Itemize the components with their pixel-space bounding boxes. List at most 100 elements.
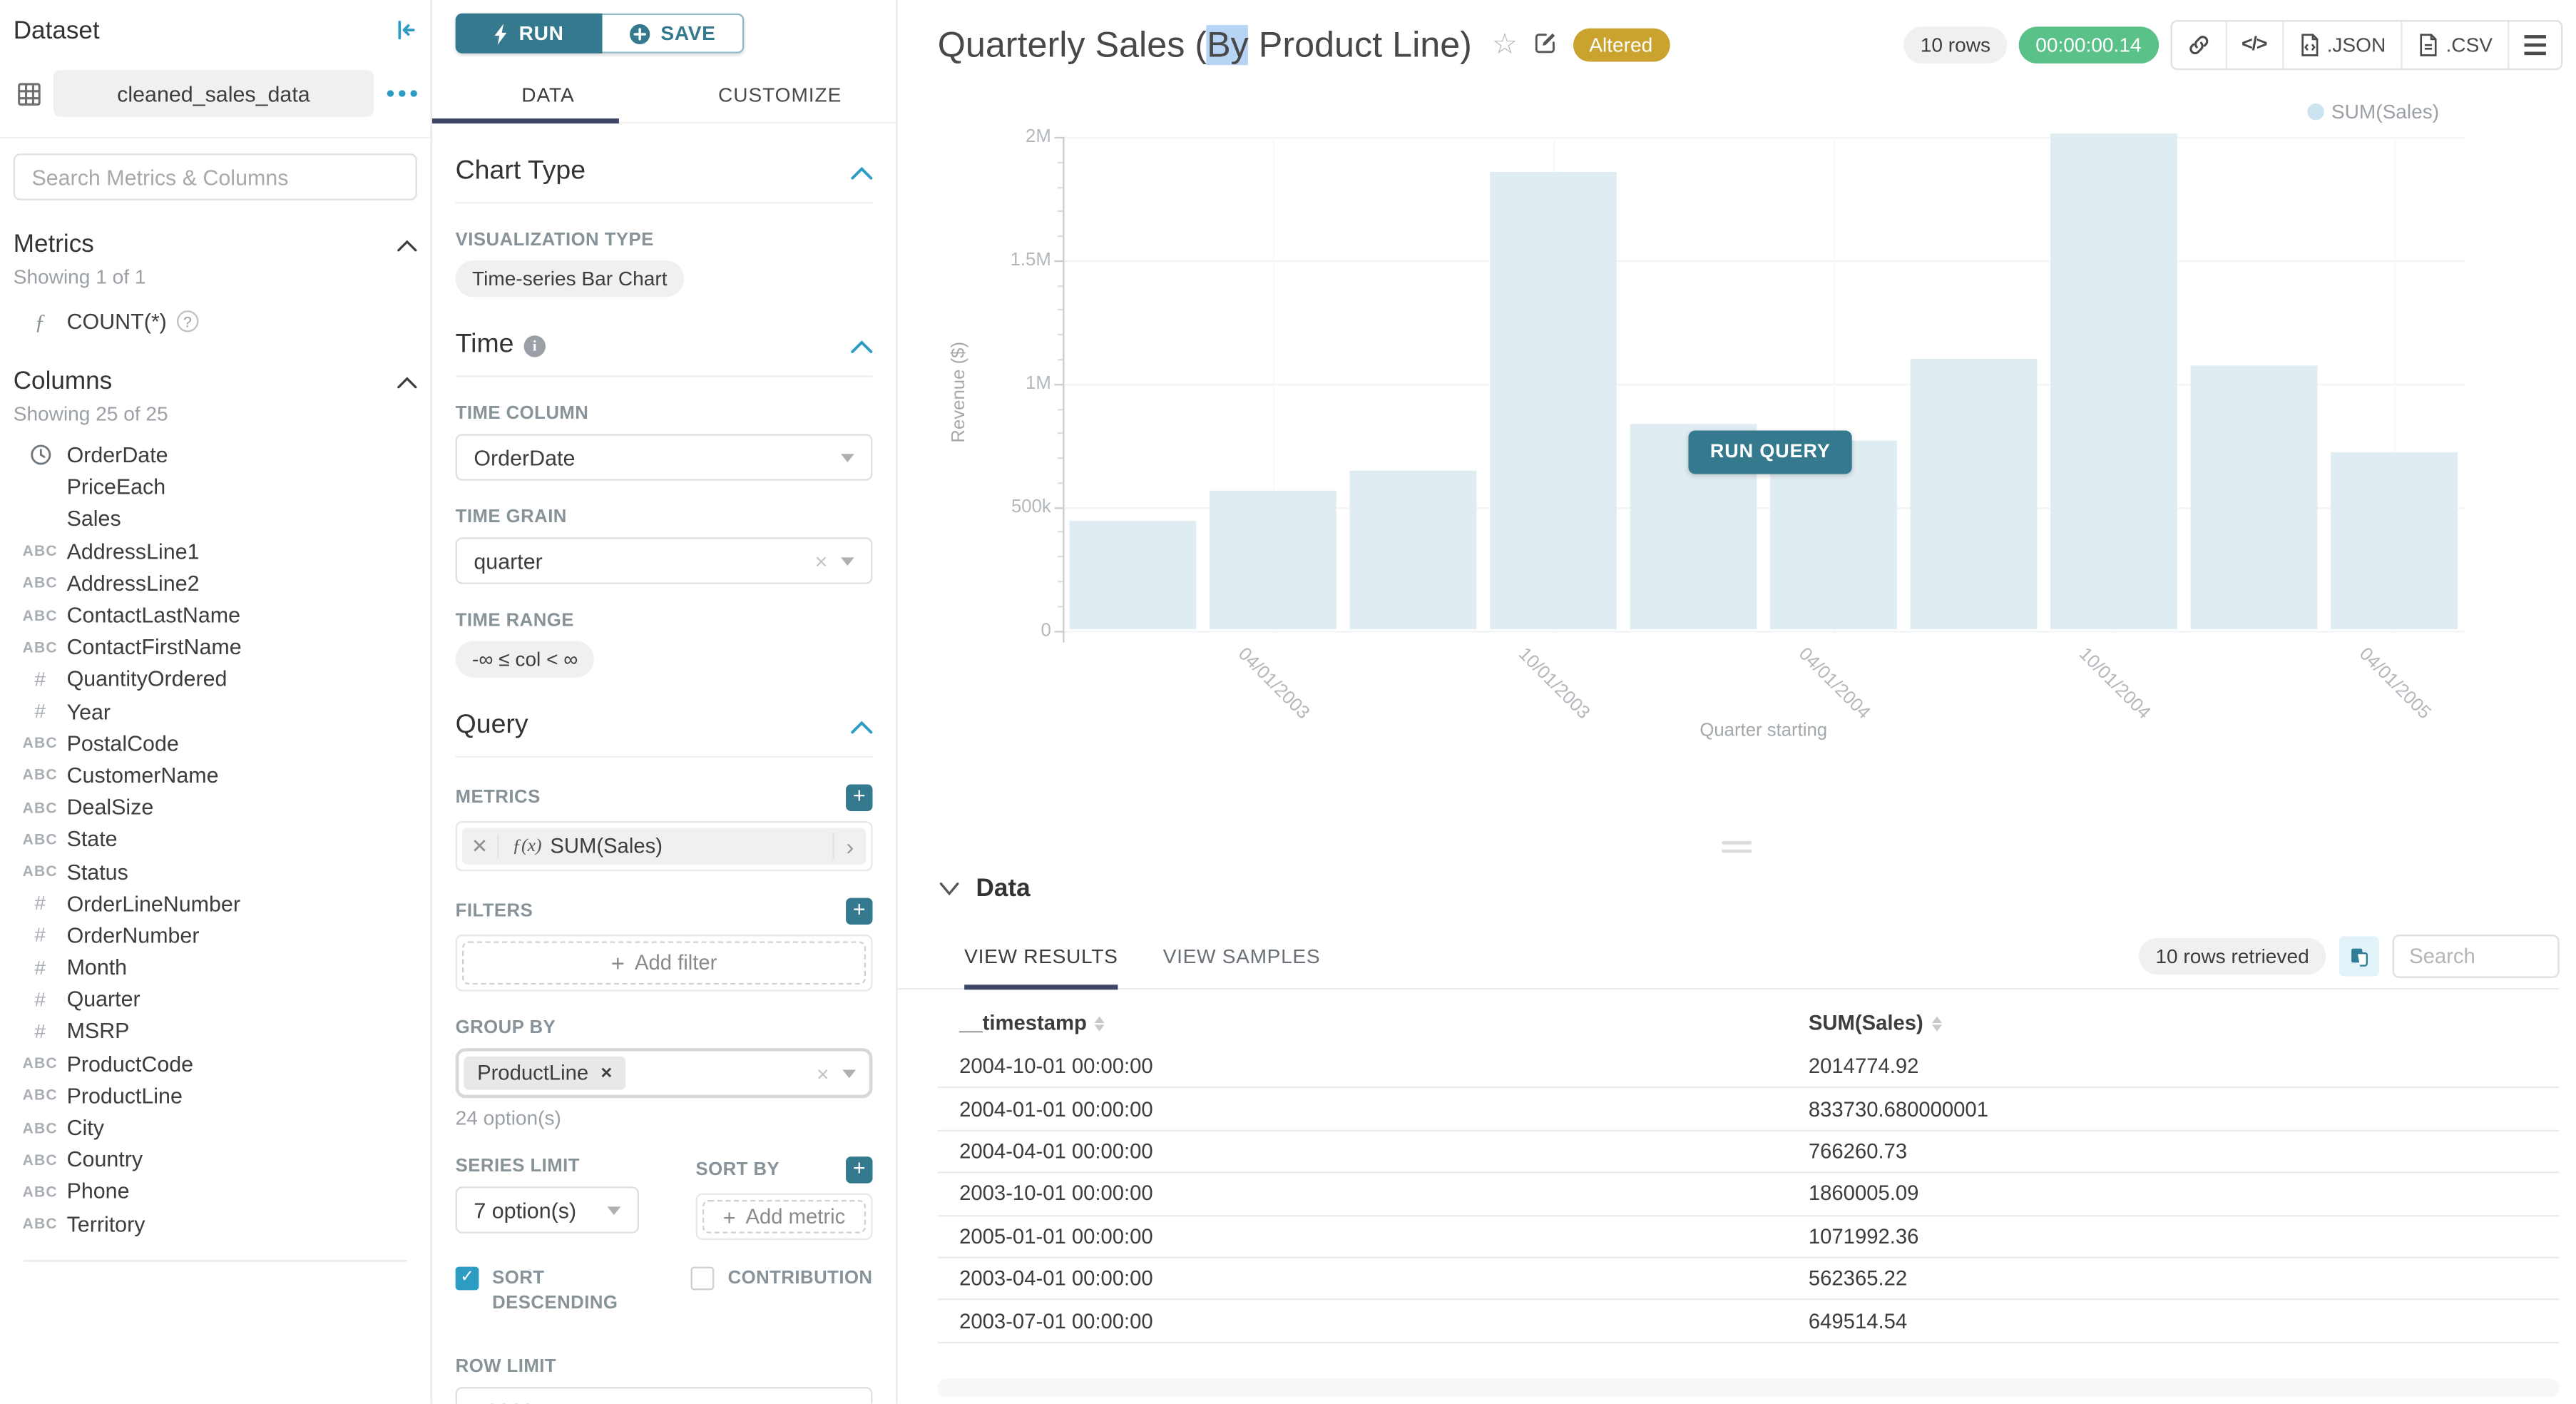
column-item[interactable]: ABC PostalCode — [14, 727, 417, 759]
run-query-button[interactable]: RUN QUERY — [1688, 430, 1853, 474]
chevron-up-icon[interactable] — [851, 338, 873, 353]
bar-sum-sales[interactable] — [1910, 358, 2038, 631]
column-item[interactable]: ABC ContactLastName — [14, 599, 417, 631]
column-item[interactable]: # OrderNumber — [14, 920, 417, 952]
column-item[interactable]: ABC CustomerName — [14, 759, 417, 791]
vertical-gridline — [2394, 136, 2396, 631]
column-label: ContactLastName — [66, 602, 241, 628]
tab-view-results[interactable]: VIEW RESULTS — [964, 945, 1118, 990]
columns-collapse-icon[interactable] — [397, 375, 417, 388]
dataset-name[interactable]: cleaned_sales_data — [53, 70, 374, 117]
column-item[interactable]: # QuantityOrdered — [14, 663, 417, 695]
metrics-collapse-icon[interactable] — [397, 238, 417, 251]
add-sort-metric-button[interactable]: + — [846, 1156, 873, 1184]
sort-descending-control[interactable]: ✓ SORT DESCENDING — [455, 1266, 691, 1317]
expand-metric-icon[interactable]: › — [832, 833, 866, 860]
column-item[interactable]: ABC AddressLine2 — [14, 567, 417, 599]
tab-data[interactable]: DATA — [521, 83, 575, 107]
legend-item-sum-sales[interactable]: SUM(Sales) — [2308, 100, 2439, 123]
copy-data-button[interactable] — [2339, 936, 2379, 977]
chevron-up-icon[interactable] — [851, 164, 873, 179]
bar-sum-sales[interactable] — [1210, 491, 1336, 631]
clear-icon[interactable]: × — [816, 1060, 829, 1086]
y-tick-label: 1M — [1026, 373, 1051, 394]
column-item[interactable]: # Quarter — [14, 983, 417, 1015]
column-item[interactable]: ABC Phone — [14, 1176, 417, 1208]
cell-metric: 649514.54 — [1808, 1309, 1908, 1333]
column-item[interactable]: PriceEach — [14, 471, 417, 503]
axis-tick — [1054, 630, 1063, 632]
viz-type-value[interactable]: Time-series Bar Chart — [455, 260, 684, 297]
text-type-icon: ABC — [22, 639, 58, 656]
collapse-panel-icon[interactable] — [394, 19, 417, 42]
column-header-timestamp[interactable]: __timestamp — [938, 1012, 1809, 1034]
contribution-control[interactable]: CONTRIBUTION — [691, 1266, 872, 1317]
column-item[interactable]: OrderDate — [14, 439, 417, 471]
favorite-star-icon[interactable]: ☆ — [1492, 28, 1518, 61]
column-item[interactable]: ABC ContactFirstName — [14, 631, 417, 663]
row-limit-select[interactable]: 10000 × — [455, 1387, 873, 1404]
column-item[interactable]: # OrderLineNumber — [14, 887, 417, 920]
export-csv-button[interactable]: .CSV — [2403, 21, 2510, 68]
chart-menu-button[interactable] — [2509, 21, 2561, 68]
results-search-input[interactable] — [2392, 935, 2560, 978]
add-filter-button[interactable]: + — [846, 897, 873, 925]
bar-sum-sales[interactable] — [2331, 452, 2458, 631]
add-sort-metric-dropzone[interactable]: + Add metric — [702, 1200, 867, 1233]
time-column-select[interactable]: OrderDate — [455, 434, 873, 481]
embed-code-button[interactable]: </> — [2227, 21, 2284, 68]
column-header-metric[interactable]: SUM(Sales) — [1809, 1012, 2560, 1034]
dataset-more-menu[interactable] — [387, 90, 417, 97]
column-item[interactable]: ABC Status — [14, 855, 417, 887]
numeric-type-icon: # — [34, 891, 46, 915]
column-item[interactable]: ABC DealSize — [14, 791, 417, 823]
column-item[interactable]: Sales — [14, 503, 417, 535]
time-grain-select[interactable]: quarter × — [455, 537, 873, 584]
column-item[interactable]: ABC ProductLine — [14, 1079, 417, 1112]
bar-sum-sales[interactable] — [1490, 171, 1617, 631]
search-input[interactable] — [13, 153, 417, 200]
copy-link-button[interactable] — [2172, 21, 2227, 68]
bar-sum-sales[interactable] — [1349, 469, 1477, 631]
column-item[interactable]: ABC State — [14, 823, 417, 855]
chevron-down-icon[interactable] — [939, 881, 959, 896]
metric-chip[interactable]: ✕ ƒ(x) SUM(Sales) › — [462, 828, 867, 865]
text-type-icon: ABC — [22, 798, 58, 816]
checkbox-checked-icon[interactable]: ✓ — [455, 1266, 479, 1291]
group-by-tag[interactable]: ProductLine ✕ — [464, 1056, 626, 1090]
column-item[interactable]: ABC Country — [14, 1144, 417, 1176]
column-item[interactable]: # Month — [14, 951, 417, 983]
remove-tag-icon[interactable]: ✕ — [600, 1064, 613, 1081]
chevron-up-icon[interactable] — [851, 718, 873, 733]
bar-sum-sales[interactable] — [1069, 520, 1197, 631]
clear-icon[interactable]: × — [815, 1398, 828, 1404]
horizontal-scrollbar[interactable] — [937, 1379, 2560, 1398]
tab-view-samples[interactable]: VIEW SAMPLES — [1162, 945, 1321, 968]
column-item[interactable]: ABC ProductCode — [14, 1047, 417, 1079]
add-filter-dropzone[interactable]: + Add filter — [462, 941, 867, 985]
column-item[interactable]: ABC AddressLine1 — [14, 535, 417, 567]
checkbox-unchecked-icon[interactable] — [691, 1266, 715, 1291]
column-item[interactable]: ABC Territory — [14, 1208, 417, 1240]
run-button[interactable]: RUN — [455, 13, 603, 54]
metric-chip-label: SUM(Sales) — [550, 834, 663, 858]
clear-icon[interactable]: × — [814, 548, 828, 574]
column-item[interactable]: # Year — [14, 695, 417, 727]
series-limit-select[interactable]: 7 option(s) — [455, 1186, 639, 1233]
tab-customize[interactable]: CUSTOMIZE — [718, 83, 842, 107]
axis-tick — [1054, 260, 1063, 262]
group-by-select[interactable]: ProductLine ✕ × — [455, 1048, 873, 1099]
bar-sum-sales[interactable] — [2190, 365, 2318, 631]
export-json-button[interactable]: .JSON — [2284, 21, 2403, 68]
time-range-value[interactable]: -∞ ≤ col < ∞ — [455, 641, 595, 678]
metric-item[interactable]: ƒ COUNT(*) ? — [14, 305, 417, 337]
column-item[interactable]: # MSRP — [14, 1015, 417, 1047]
bar-sum-sales[interactable] — [2050, 133, 2177, 631]
text-type-icon: ABC — [22, 606, 58, 624]
column-item[interactable]: ABC City — [14, 1112, 417, 1144]
remove-metric-icon[interactable]: ✕ — [462, 834, 499, 858]
edit-properties-icon[interactable] — [1533, 29, 1558, 61]
save-button[interactable]: SAVE — [602, 13, 745, 54]
panel-resize-handle[interactable] — [1722, 841, 1752, 853]
add-metric-button[interactable]: + — [846, 783, 873, 811]
